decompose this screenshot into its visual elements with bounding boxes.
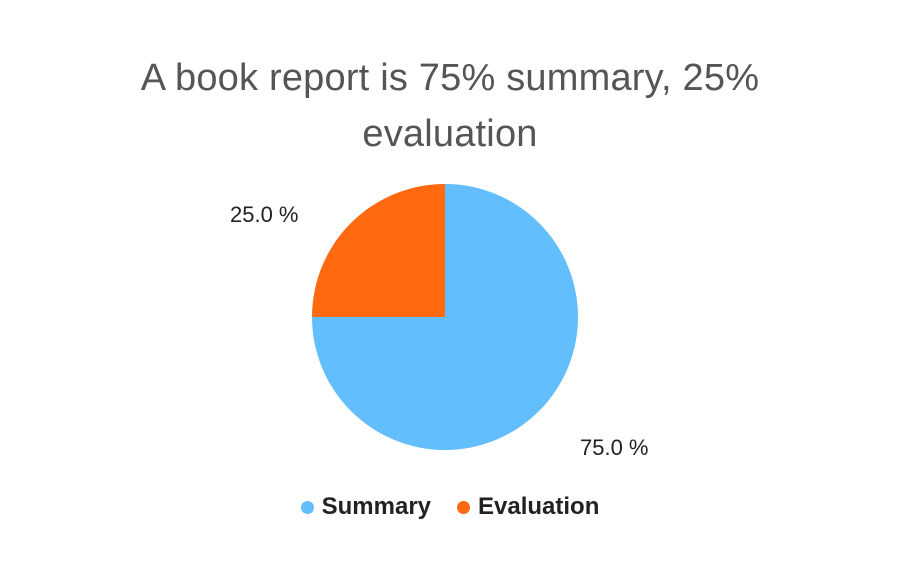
- legend-label-evaluation: Evaluation: [478, 493, 600, 520]
- chart-legend: Summary Evaluation: [0, 493, 900, 521]
- chart-title-line-1: A book report is 75% summary, 25%: [140, 57, 760, 99]
- chart-title-line-2: evaluation: [362, 113, 538, 155]
- slice-label-summary: 75.0 %: [580, 435, 649, 460]
- legend-item-evaluation[interactable]: Evaluation: [457, 493, 599, 521]
- slice-label-evaluation: 25.0 %: [230, 202, 299, 227]
- legend-dot-evaluation: [457, 500, 471, 514]
- pie-slice-evaluation[interactable]: [312, 184, 445, 317]
- legend-label-summary: Summary: [321, 493, 432, 520]
- pie-slices: [312, 184, 578, 450]
- legend-dot-summary: [300, 500, 314, 514]
- legend-item-summary[interactable]: Summary: [300, 493, 432, 521]
- chart-title: A book report is 75% summary, 25% evalua…: [0, 50, 900, 162]
